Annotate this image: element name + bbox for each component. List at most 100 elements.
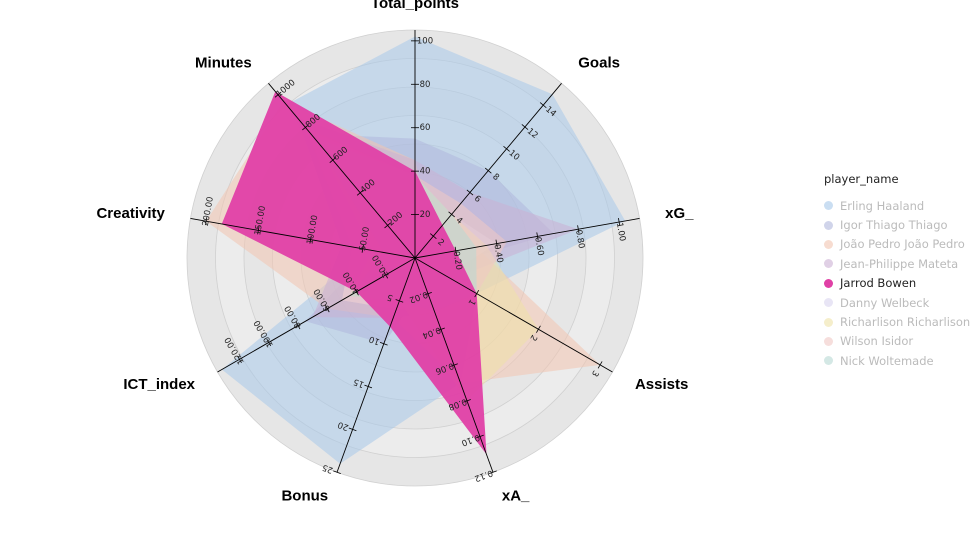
tick-label: 5: [386, 291, 395, 302]
axis-tick: [577, 225, 580, 234]
axis-title: Goals: [578, 54, 620, 71]
axis-tick: [295, 321, 301, 330]
series-areas: [206, 36, 626, 464]
axis-tick: [503, 145, 510, 152]
legend-swatch: [824, 278, 833, 288]
axis-title: Minutes: [195, 54, 252, 71]
legend-swatch: [824, 220, 833, 230]
axis-tick: [356, 189, 364, 196]
tick-label: 4: [454, 216, 465, 227]
axis-tick: [536, 325, 541, 333]
legend-label: Igor Thiago Thiago: [840, 218, 948, 233]
axis-tick: [536, 232, 539, 241]
tick-label: 0.80: [573, 229, 586, 249]
axis-line: [190, 217, 416, 259]
tick-label: 10: [368, 333, 382, 346]
tick-label: 2: [435, 237, 446, 248]
axis-line: [268, 83, 416, 259]
axis-tick: [364, 384, 373, 389]
tick-label: 25: [321, 462, 335, 475]
tick-label: 0.20: [450, 250, 463, 270]
legend-item[interactable]: João Pedro João Pedro: [824, 235, 970, 254]
legend-item[interactable]: Richarlison Richarlison: [824, 312, 970, 331]
axis-tick: [521, 124, 529, 130]
axis-tick: [484, 167, 492, 174]
axis-tick: [329, 157, 337, 163]
axis-titles: Total_points Goals xG_ Assists xA_ Bonus ICT_i…: [96, 0, 694, 505]
tick-label: 0.40: [491, 243, 504, 263]
legend-label: Jean-Philippe Mateta: [840, 256, 959, 271]
legend-item[interactable]: Igor Thiago Thiago: [824, 215, 970, 234]
tick-label: 0.60: [532, 236, 545, 256]
tick-label: 20: [337, 419, 351, 432]
axis-line: [217, 257, 416, 373]
tick-label: 8: [490, 172, 501, 183]
legend-swatch: [824, 336, 833, 346]
axis-tick: [383, 271, 389, 279]
legend-item[interactable]: Danny Welbeck: [824, 293, 970, 312]
tick-label: 15: [352, 376, 366, 389]
legend-item[interactable]: Nick Woltemade: [824, 351, 970, 370]
axis-tick: [489, 470, 497, 474]
series-area-jarrod-bowen[interactable]: [221, 91, 487, 455]
axis-tick: [237, 355, 242, 363]
axis-tick: [476, 434, 484, 439]
axis-tick: [302, 124, 309, 131]
axis-tick: [266, 338, 272, 347]
axis-title: Bonus: [281, 488, 328, 505]
legend-swatch: [824, 317, 833, 327]
legend-label: Jarrod Bowen: [840, 276, 917, 291]
legend-label: João Pedro João Pedro: [840, 237, 965, 252]
legend: player_name Erling Haaland Igor Thiago Th…: [824, 172, 970, 371]
axis-tick: [454, 246, 457, 255]
axis-tick: [333, 470, 341, 474]
axis-tick: [495, 239, 498, 248]
axis-title: xA_: [502, 488, 530, 505]
tick-label: 2: [527, 333, 538, 343]
axis-tick: [205, 217, 208, 226]
axis-tick: [384, 222, 391, 229]
legend-label: Danny Welbeck: [840, 295, 930, 310]
axis-title: ICT_index: [123, 376, 195, 393]
tick-label: 100: [417, 36, 433, 46]
legend-label: Richarlison Richarlison: [840, 315, 971, 330]
axis-tick: [474, 289, 480, 298]
axis-tick: [429, 233, 437, 240]
legend-swatch: [824, 201, 833, 211]
legend-title: player_name: [824, 172, 899, 186]
axis-tick: [324, 305, 330, 313]
tick-label: 40: [420, 167, 431, 177]
tick-label: 1.00: [614, 222, 627, 242]
legend-items: Erling Haaland Igor Thiago Thiago João Ped…: [824, 196, 970, 371]
legend-swatch: [824, 239, 833, 249]
legend-item[interactable]: Wilson Isidor: [824, 332, 970, 351]
axis-tick: [448, 211, 455, 218]
axis-tick: [274, 91, 282, 98]
axis-line: [414, 257, 613, 373]
legend-label: Erling Haaland: [840, 198, 925, 213]
tick-label: 6: [472, 194, 483, 205]
axis-tick: [450, 363, 458, 367]
tick-label: 50.00: [358, 226, 372, 252]
legend-item[interactable]: Jean-Philippe Mateta: [824, 254, 970, 273]
legend-item[interactable]: Jarrod Bowen: [824, 274, 970, 293]
tick-label: 3: [589, 368, 600, 378]
axis-title: Creativity: [96, 205, 165, 222]
axis-title: xG_: [665, 205, 694, 222]
axis-tick: [618, 217, 621, 227]
axis-tick: [354, 288, 359, 296]
tick-label: 80: [420, 80, 431, 90]
axis-tick: [361, 244, 364, 253]
tick-label: 60: [420, 123, 431, 133]
legend-label: Wilson Isidor: [840, 334, 914, 349]
legend-swatch: [824, 259, 833, 269]
axis-tick: [466, 189, 474, 196]
axis-tick: [539, 102, 547, 109]
axis-tick: [424, 291, 432, 296]
legend-swatch: [824, 298, 833, 308]
axis-tick: [379, 341, 388, 346]
legend-item[interactable]: Erling Haaland: [824, 196, 970, 215]
axis-tick: [395, 299, 404, 303]
axis-tick: [597, 361, 603, 369]
